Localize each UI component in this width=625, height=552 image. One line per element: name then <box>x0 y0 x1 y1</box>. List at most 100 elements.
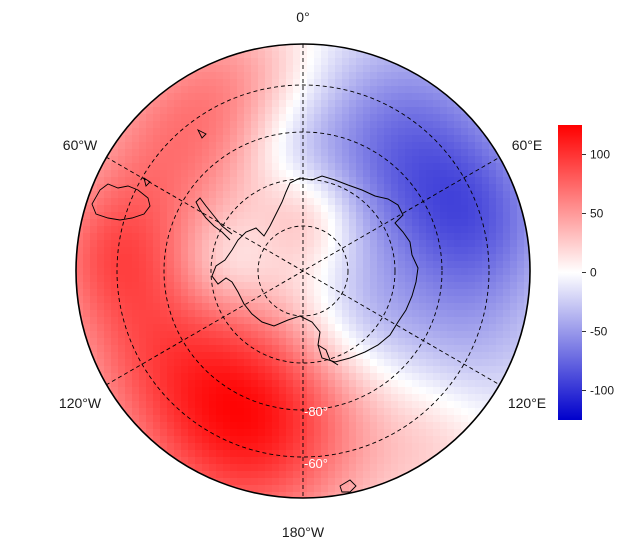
field-cell <box>384 394 392 402</box>
field-cell <box>468 184 476 192</box>
field-cell <box>503 219 511 227</box>
field-cell <box>244 289 252 297</box>
field-cell <box>188 128 196 136</box>
field-cell <box>202 149 210 157</box>
field-cell <box>209 79 217 87</box>
field-cell <box>342 142 350 150</box>
field-cell <box>258 289 266 297</box>
field-cell <box>300 394 308 402</box>
field-cell <box>384 156 392 164</box>
field-cell <box>76 282 84 290</box>
field-cell <box>272 268 280 276</box>
field-cell <box>433 275 441 283</box>
field-cell <box>342 107 350 115</box>
field-cell <box>202 247 210 255</box>
field-cell <box>370 282 378 290</box>
field-cell <box>496 247 504 255</box>
field-cell <box>503 289 511 297</box>
field-cell <box>482 345 490 353</box>
field-cell <box>251 443 259 451</box>
field-cell <box>202 331 210 339</box>
field-cell <box>335 86 343 94</box>
field-cell <box>146 338 154 346</box>
field-cell <box>83 261 91 269</box>
field-cell <box>216 254 224 262</box>
field-cell <box>370 86 378 94</box>
field-cell <box>132 121 140 129</box>
field-cell <box>475 156 483 164</box>
field-cell <box>440 156 448 164</box>
field-cell <box>447 135 455 143</box>
field-cell <box>202 275 210 283</box>
field-cell <box>251 394 259 402</box>
field-cell <box>97 198 105 206</box>
field-cell <box>328 100 336 108</box>
field-cell <box>328 177 336 185</box>
field-cell <box>405 121 413 129</box>
field-cell <box>314 79 322 87</box>
field-cell <box>272 471 280 479</box>
field-cell <box>391 100 399 108</box>
field-cell <box>272 135 280 143</box>
field-cell <box>202 282 210 290</box>
field-cell <box>258 212 266 220</box>
field-cell <box>118 163 126 171</box>
field-cell <box>139 177 147 185</box>
field-cell <box>447 359 455 367</box>
field-cell <box>489 212 497 220</box>
field-cell <box>251 471 259 479</box>
field-cell <box>377 373 385 381</box>
field-cell <box>482 247 490 255</box>
field-cell <box>461 191 469 199</box>
field-cell <box>335 457 343 465</box>
field-cell <box>258 58 266 66</box>
field-cell <box>342 324 350 332</box>
field-cell <box>104 282 112 290</box>
field-cell <box>510 198 518 206</box>
field-cell <box>405 254 413 262</box>
field-cell <box>139 254 147 262</box>
field-cell <box>384 240 392 248</box>
field-cell <box>405 289 413 297</box>
field-cell <box>510 310 518 318</box>
field-cell <box>300 79 308 87</box>
field-cell <box>377 415 385 423</box>
field-cell <box>461 177 469 185</box>
field-cell <box>342 247 350 255</box>
field-cell <box>335 170 343 178</box>
field-cell <box>244 135 252 143</box>
field-cell <box>188 170 196 178</box>
field-cell <box>125 373 133 381</box>
field-cell <box>377 170 385 178</box>
field-cell <box>384 121 392 129</box>
field-cell <box>454 366 462 374</box>
field-cell <box>447 240 455 248</box>
field-cell <box>307 184 315 192</box>
field-cell <box>489 184 497 192</box>
field-cell <box>503 303 511 311</box>
field-cell <box>405 324 413 332</box>
field-cell <box>440 233 448 241</box>
field-cell <box>314 114 322 122</box>
field-cell <box>433 226 441 234</box>
field-cell <box>342 205 350 213</box>
field-cell <box>370 72 378 80</box>
field-cell <box>209 282 217 290</box>
field-cell <box>174 450 182 458</box>
field-cell <box>153 429 161 437</box>
field-cell <box>475 366 483 374</box>
field-cell <box>349 170 357 178</box>
field-cell <box>461 436 469 444</box>
field-cell <box>209 226 217 234</box>
field-cell <box>307 86 315 94</box>
field-cell <box>216 303 224 311</box>
field-cell <box>391 163 399 171</box>
field-cell <box>251 275 259 283</box>
field-cell <box>363 387 371 395</box>
field-cell <box>398 422 406 430</box>
field-cell <box>188 226 196 234</box>
field-cell <box>391 142 399 150</box>
field-cell <box>482 366 490 374</box>
field-cell <box>363 352 371 360</box>
field-cell <box>132 317 140 325</box>
